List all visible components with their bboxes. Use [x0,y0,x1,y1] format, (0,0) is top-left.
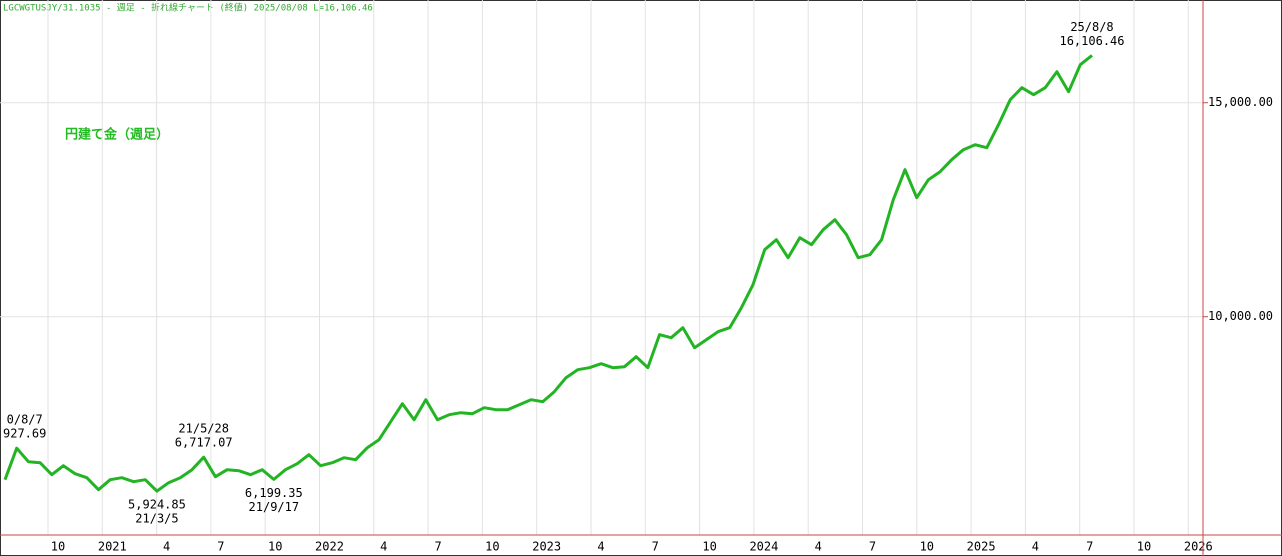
x-tick-label: 4 [815,540,822,554]
x-tick-label: 10 [920,540,934,554]
x-tick-label: 7 [217,540,224,554]
x-tick-label: 2026 [1184,540,1213,554]
legend-label: 円建て金（週足） [65,127,169,143]
x-tick-label: 10 [268,540,282,554]
annotation: 21/5/28 [178,422,229,436]
annotation: 25/8/8 [1070,20,1113,34]
annotation: 0/8/7 [7,413,43,427]
x-tick-label: 2022 [315,540,344,554]
x-tick-label: 2021 [98,540,127,554]
x-tick-label: 2025 [967,540,996,554]
x-tick-label: 10 [485,540,499,554]
x-tick-label: 2023 [532,540,561,554]
x-tick-label: 10 [1137,540,1151,554]
price-line [3,54,1093,493]
x-tick-label: 4 [163,540,170,554]
x-tick-label: 10 [51,540,65,554]
x-tick-label: 10 [702,540,716,554]
annotation: 16,106.46 [1059,34,1124,48]
annotation: 927.69 [3,427,46,441]
annotation: 6,717.07 [175,436,233,450]
y-tick-label: 10,000.00 [1208,309,1273,323]
annotation: 21/9/17 [249,500,300,514]
annotation: 5,924.85 [128,498,186,512]
chart-header: LGCWGTUSJY/31.1035 - 週足 - 折れ線チャート (終値) 2… [3,2,373,14]
x-tick-label: 2024 [749,540,778,554]
annotation: 6,199.35 [245,486,303,500]
x-tick-label: 7 [652,540,659,554]
x-tick-label: 7 [869,540,876,554]
x-tick-label: 7 [1086,540,1093,554]
x-tick-label: 4 [380,540,387,554]
x-tick-label: 4 [1032,540,1039,554]
y-tick-label: 15,000.00 [1208,95,1273,109]
annotation: 21/3/5 [135,512,178,526]
x-tick-label: 4 [597,540,604,554]
x-tick-label: 7 [434,540,441,554]
